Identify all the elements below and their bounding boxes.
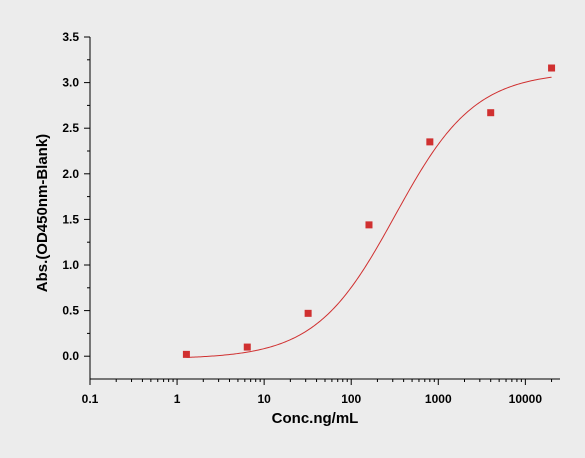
x-axis-title: Conc.ng/mL bbox=[272, 410, 359, 427]
y-tick-label: 2.5 bbox=[62, 121, 79, 135]
y-axis-ticks: 0.0 0.5 1.0 1.5 2.0 2.5 3.0 3.5 bbox=[62, 30, 90, 363]
x-tick-label: 10 bbox=[257, 392, 271, 406]
x-tick-label: 100 bbox=[341, 392, 361, 406]
y-axis-title: Abs.(OD450nm-Blank) bbox=[34, 134, 51, 292]
data-point bbox=[426, 138, 434, 146]
y-tick-label: 1.5 bbox=[62, 212, 79, 226]
data-point bbox=[304, 309, 312, 317]
data-point bbox=[182, 350, 190, 358]
plot-area: 0.0 0.5 1.0 1.5 2.0 2.5 3.0 3.5 0.1 1 10 100 1000 10… bbox=[62, 30, 560, 406]
x-tick-label: 10000 bbox=[509, 392, 543, 406]
data-points bbox=[182, 64, 556, 358]
x-tick-label: 1000 bbox=[425, 392, 452, 406]
data-point bbox=[243, 343, 251, 351]
y-tick-label: 3.0 bbox=[62, 76, 79, 90]
x-axis-ticks: 0.1 1 10 100 1000 10000 bbox=[82, 379, 553, 406]
x-tick-label: 0.1 bbox=[82, 392, 99, 406]
data-point bbox=[487, 109, 495, 117]
fit-curve bbox=[186, 76, 552, 358]
y-tick-label: 0.0 bbox=[62, 349, 79, 363]
y-tick-label: 3.5 bbox=[62, 30, 79, 44]
x-tick-label: 1 bbox=[174, 392, 181, 406]
data-point bbox=[365, 221, 373, 229]
fit-curve-layer bbox=[186, 76, 552, 358]
y-tick-label: 1.0 bbox=[62, 258, 79, 272]
y-tick-label: 2.0 bbox=[62, 167, 79, 181]
data-point bbox=[548, 64, 556, 72]
y-tick-label: 0.5 bbox=[62, 304, 79, 318]
